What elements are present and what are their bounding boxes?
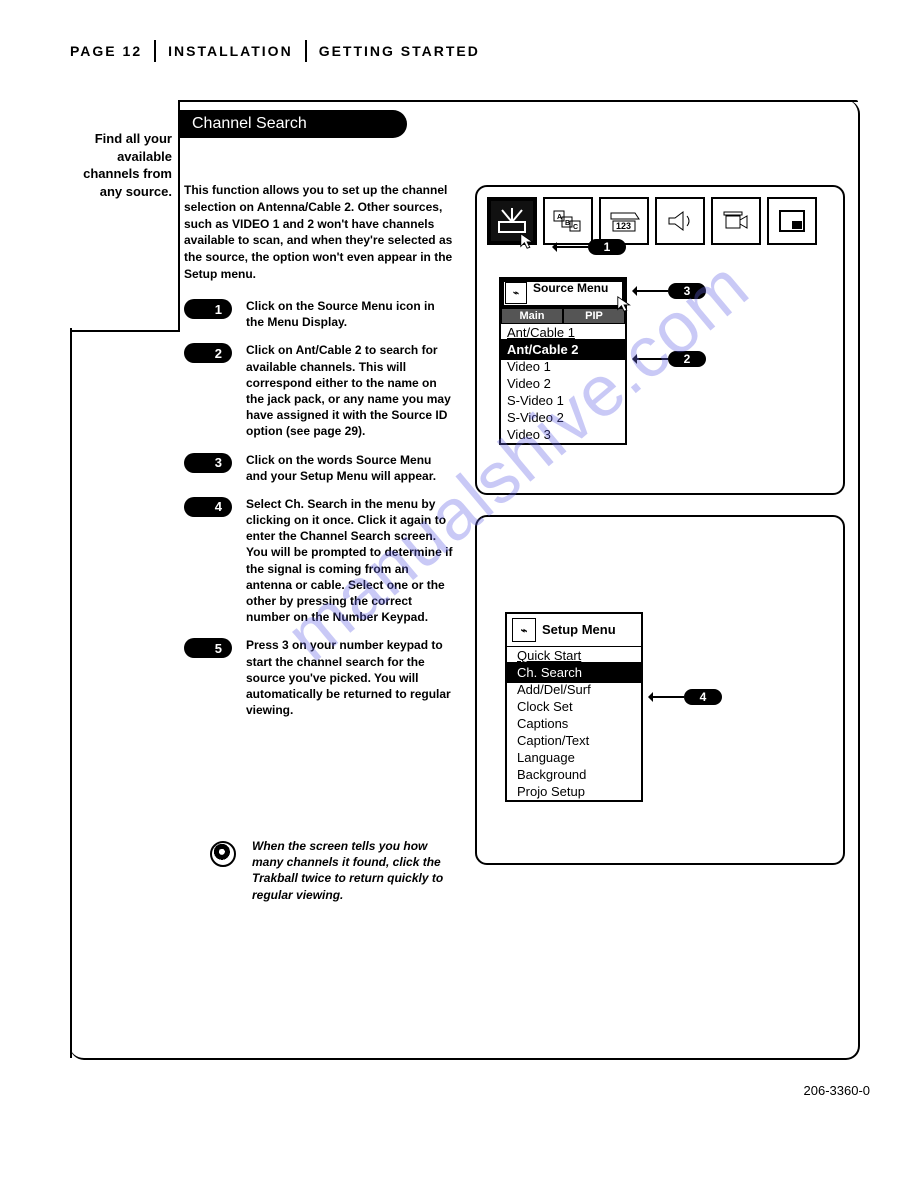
step-number: 3 [184,453,232,473]
step-number: 4 [184,497,232,517]
video-icon [711,197,761,245]
setup-item: Caption/Text [507,732,641,749]
step-text: Click on the Source Menu icon in the Men… [246,298,454,330]
source-item: Video 1 [501,358,625,375]
tip-block: When the screen tells you how many chann… [210,838,445,903]
source-item-highlighted: Ant/Cable 2 [501,341,625,358]
header-divider [154,40,156,62]
tab-main: Main [501,308,563,324]
header-subsection: GETTING STARTED [319,43,480,59]
header-section: INSTALLATION [168,43,293,59]
page-number: PAGE 12 [70,43,142,59]
source-menu-header: ⌁ Source Menu [501,279,625,308]
number-keypad-icon: 123 [599,197,649,245]
setup-menu-panel: ⌁ Setup Menu Quick Start Ch. Search Add/… [475,515,845,865]
step-text: Select Ch. Search in the menu by clickin… [246,496,454,626]
setup-item: Captions [507,715,641,732]
step-number: 5 [184,638,232,658]
cursor-icon [519,232,537,250]
setup-item: Language [507,749,641,766]
source-menu-tabs: Main PIP [501,308,625,324]
setup-item: Clock Set [507,698,641,715]
setup-menu-title: Setup Menu [542,623,616,637]
frame-edge [70,330,180,332]
cursor-icon [616,295,634,313]
source-menu-icon [487,197,537,245]
callout-arrow [633,358,668,360]
page-header: PAGE 12 INSTALLATION GETTING STARTED [70,40,480,62]
step-item: 3 Click on the words Source Menu and you… [184,452,454,484]
source-item: S-Video 1 [501,392,625,409]
step-item: 2 Click on Ant/Cable 2 to search for ava… [184,342,454,439]
frame-edge [178,100,180,332]
step-number: 1 [184,299,232,319]
step-item: 1 Click on the Source Menu icon in the M… [184,298,454,330]
callout-4: 4 [649,689,722,705]
callout-arrow [649,696,684,698]
callout-badge: 3 [668,283,706,299]
setup-item: Quick Start [507,647,641,664]
source-menu-title: Source Menu [533,282,608,304]
setup-menu-header: ⌁ Setup Menu [507,614,641,647]
step-text: Click on Ant/Cable 2 to search for avail… [246,342,454,439]
callout-1: 1 [553,239,626,255]
callout-arrow [553,246,588,248]
source-item: Ant/Cable 1 [501,324,625,341]
setup-item-highlighted: Ch. Search [507,664,641,681]
source-item: Video 2 [501,375,625,392]
trakball-icon [210,841,236,867]
source-menu: ⌁ Source Menu Main PIP Ant/Cable 1 Ant/C… [499,277,627,445]
menu-icon-row: ABC 123 [487,197,817,245]
callout-badge: 2 [668,351,706,367]
source-item: S-Video 2 [501,409,625,426]
menu-display-panel: ABC 123 1 ⌁ Source Menu Main PIP [475,185,845,495]
step-text: Press 3 on your number keypad to start t… [246,637,454,718]
antenna-mini-icon: ⌁ [512,618,536,642]
callout-3: 3 [633,283,706,299]
svg-text:123: 123 [616,221,631,231]
setup-item: Projo Setup [507,783,641,800]
audio-icon [655,197,705,245]
steps-list: 1 Click on the Source Menu icon in the M… [184,298,454,730]
pip-icon [767,197,817,245]
callout-badge: 1 [588,239,626,255]
header-divider [305,40,307,62]
channel-list-icon: ABC [543,197,593,245]
svg-text:C: C [573,224,578,231]
step-number: 2 [184,343,232,363]
step-text: Click on the words Source Menu and your … [246,452,454,484]
callout-arrow [633,290,668,292]
setup-menu: ⌁ Setup Menu Quick Start Ch. Search Add/… [505,612,643,802]
svg-text:B: B [565,220,570,227]
intro-paragraph: This function allows you to set up the c… [184,182,454,283]
callout-2: 2 [633,351,706,367]
antenna-mini-icon: ⌁ [505,282,527,304]
svg-text:A: A [557,214,562,221]
source-item: Video 3 [501,426,625,443]
setup-item: Add/Del/Surf [507,681,641,698]
document-code: 206-3360-0 [804,1083,871,1098]
callout-badge: 4 [684,689,722,705]
tip-text: When the screen tells you how many chann… [252,838,445,903]
setup-item: Background [507,766,641,783]
step-item: 4 Select Ch. Search in the menu by click… [184,496,454,626]
step-item: 5 Press 3 on your number keypad to start… [184,637,454,718]
